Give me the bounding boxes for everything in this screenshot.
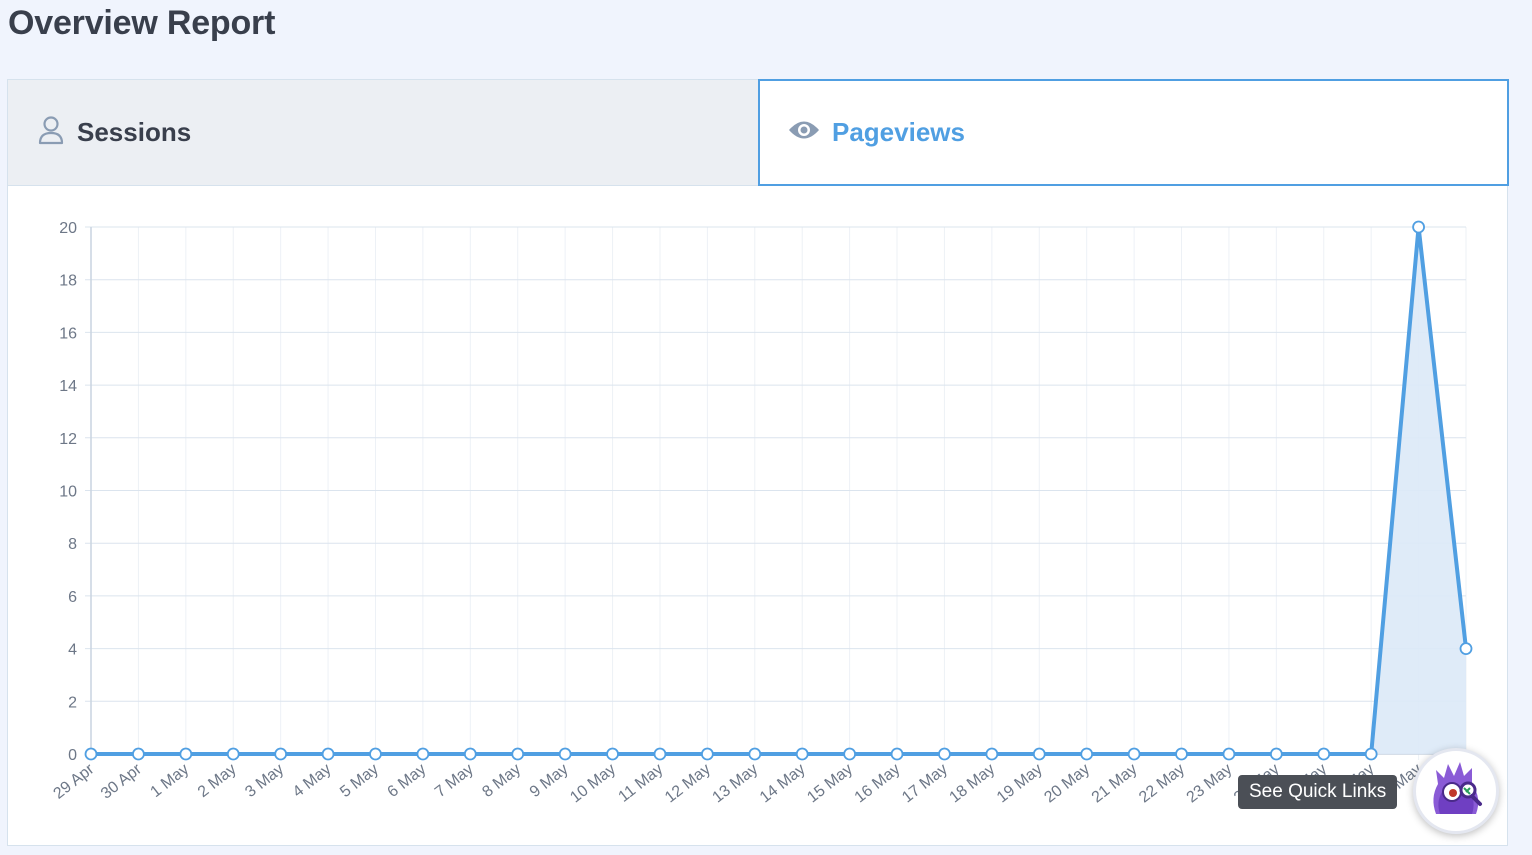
data-point (84, 747, 98, 761)
data-point (795, 747, 809, 761)
x-tick-label: 13 May (709, 761, 761, 807)
data-point (890, 747, 904, 761)
y-tick-label: 6 (68, 589, 77, 606)
tab-pageviews[interactable]: Pageviews (758, 79, 1509, 186)
data-point (1459, 642, 1473, 655)
data-point (558, 747, 572, 761)
x-tick-label: 14 May (757, 761, 809, 807)
user-icon (37, 115, 65, 150)
data-point (1127, 747, 1141, 761)
x-tick-label: 12 May (662, 761, 714, 807)
x-tick-label: 21 May (1089, 761, 1141, 807)
x-tick-label: 23 May (1184, 761, 1236, 807)
data-point (1222, 747, 1236, 761)
data-point (226, 747, 240, 761)
x-tick-label: 20 May (1041, 761, 1093, 807)
data-point (985, 747, 999, 761)
data-point (1412, 220, 1425, 234)
x-tick-label: 1 May (147, 761, 192, 801)
x-tick-label: 10 May (567, 761, 619, 807)
x-tick-label: 17 May (899, 761, 951, 807)
y-tick-label: 20 (59, 220, 77, 237)
data-point (321, 747, 335, 761)
page-title: Overview Report (8, 4, 276, 42)
data-point (606, 747, 619, 761)
y-tick-label: 4 (68, 642, 77, 659)
x-tick-label: 15 May (804, 761, 856, 807)
data-point (274, 747, 288, 761)
data-point (511, 747, 525, 761)
y-tick-label: 0 (68, 747, 77, 764)
x-tick-label: 7 May (432, 761, 477, 801)
tab-sessions-label: Sessions (77, 117, 192, 147)
data-point (1317, 747, 1331, 761)
x-tick-label: 29 Apr (51, 760, 98, 802)
data-point (463, 747, 477, 761)
quick-links-tooltip: See Quick Links (1238, 775, 1398, 809)
y-tick-label: 12 (59, 431, 77, 448)
data-point (416, 747, 430, 761)
x-tick-label: 6 May (385, 761, 430, 801)
x-tick-label: 4 May (290, 761, 335, 801)
data-point (132, 747, 145, 761)
x-tick-label: 9 May (527, 761, 572, 801)
x-tick-label: 30 Apr (98, 760, 145, 802)
data-point (1364, 747, 1378, 761)
data-point (1175, 747, 1188, 761)
data-point (653, 747, 667, 761)
data-point (179, 747, 193, 761)
data-point (700, 747, 714, 761)
x-tick-label: 18 May (947, 761, 999, 807)
tab-sessions[interactable]: Sessions (8, 80, 758, 186)
data-point (1080, 747, 1094, 761)
data-point (1032, 747, 1046, 761)
data-point (748, 747, 762, 761)
x-tick-label: 19 May (994, 761, 1046, 807)
y-tick-label: 2 (68, 694, 77, 711)
eye-icon (788, 119, 820, 146)
tab-pageviews-label: Pageviews (832, 117, 965, 147)
overview-report-panel: Sessions Pageviews (7, 79, 1509, 846)
data-point (1269, 747, 1283, 761)
data-point (369, 747, 382, 761)
x-tick-label: 3 May (242, 761, 287, 801)
data-point (843, 747, 857, 761)
y-tick-label: 10 (59, 484, 77, 501)
y-tick-label: 14 (59, 378, 77, 395)
x-tick-label: 8 May (479, 761, 524, 801)
x-tick-label: 5 May (337, 761, 382, 801)
x-tick-label: 2 May (195, 761, 240, 801)
x-tick-label: 22 May (1136, 761, 1188, 807)
quick-links-button[interactable] (1413, 748, 1499, 834)
x-tick-label: 16 May (852, 761, 904, 807)
data-point (938, 747, 951, 761)
series-line (91, 226, 1468, 756)
monster-mascot-icon (1426, 758, 1486, 825)
y-tick-label: 18 (59, 273, 77, 290)
y-tick-label: 8 (68, 536, 77, 553)
x-tick-label: 11 May (616, 761, 667, 806)
y-tick-label: 16 (59, 325, 77, 342)
